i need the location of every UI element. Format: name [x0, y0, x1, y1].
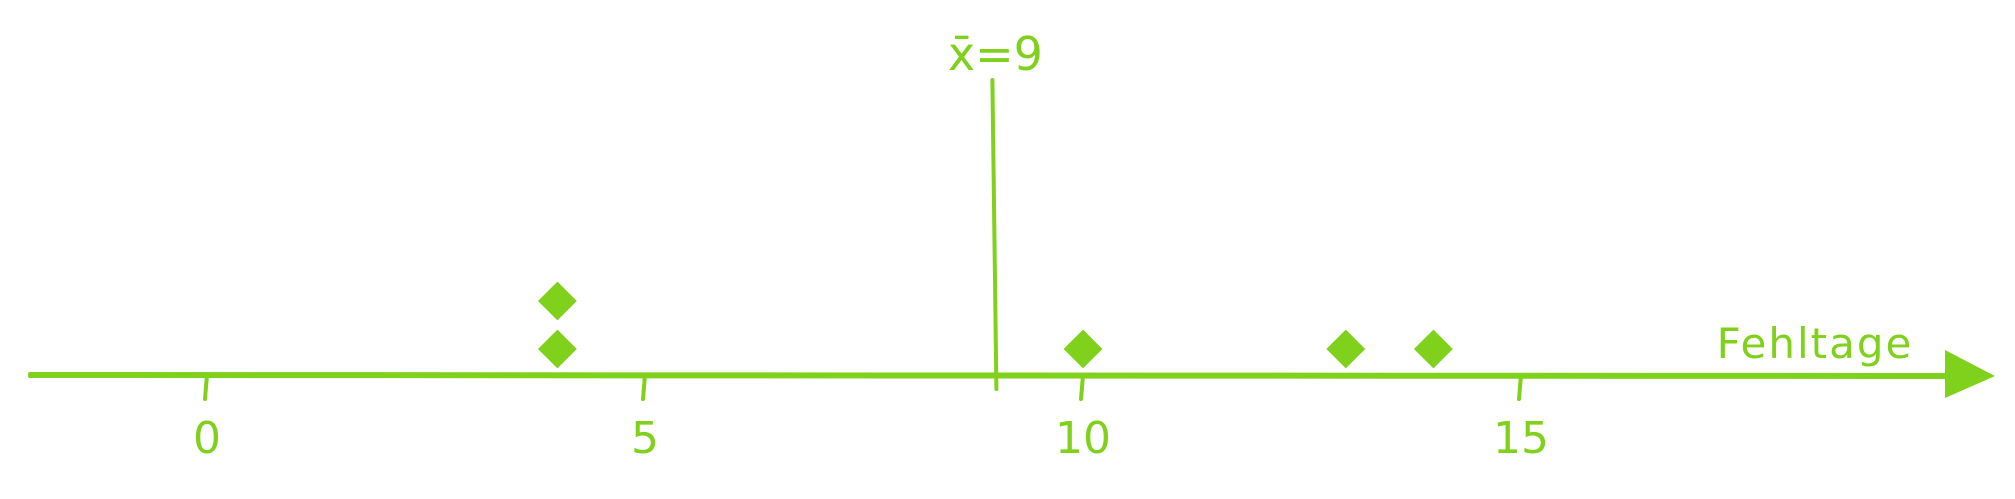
x-tick-label: 15 [1493, 413, 1549, 464]
x-tick [1079, 373, 1085, 401]
x-tick-label: 0 [193, 413, 221, 464]
data-point [537, 329, 577, 369]
data-points [537, 281, 1453, 369]
data-point [1326, 329, 1366, 369]
mean-line [990, 78, 999, 391]
x-tick [203, 373, 209, 401]
data-point [537, 281, 577, 321]
data-point [1063, 329, 1103, 369]
x-axis-title: Fehltage [1717, 319, 1914, 368]
data-point [1413, 329, 1453, 369]
x-axis: Fehltage [28, 319, 1995, 398]
x-axis-ticks: 0 5 10 15 [193, 373, 1549, 464]
mean-marker: x̄=9 [948, 27, 1043, 391]
x-axis-line [28, 370, 1952, 377]
mean-label: x̄=9 [948, 27, 1043, 81]
x-axis-line-stroke [28, 374, 1952, 380]
x-axis-arrowhead [1945, 350, 1995, 398]
x-tick [641, 373, 647, 401]
x-tick [1517, 373, 1523, 401]
x-tick-label: 5 [631, 413, 659, 464]
x-tick-label: 10 [1055, 413, 1111, 464]
